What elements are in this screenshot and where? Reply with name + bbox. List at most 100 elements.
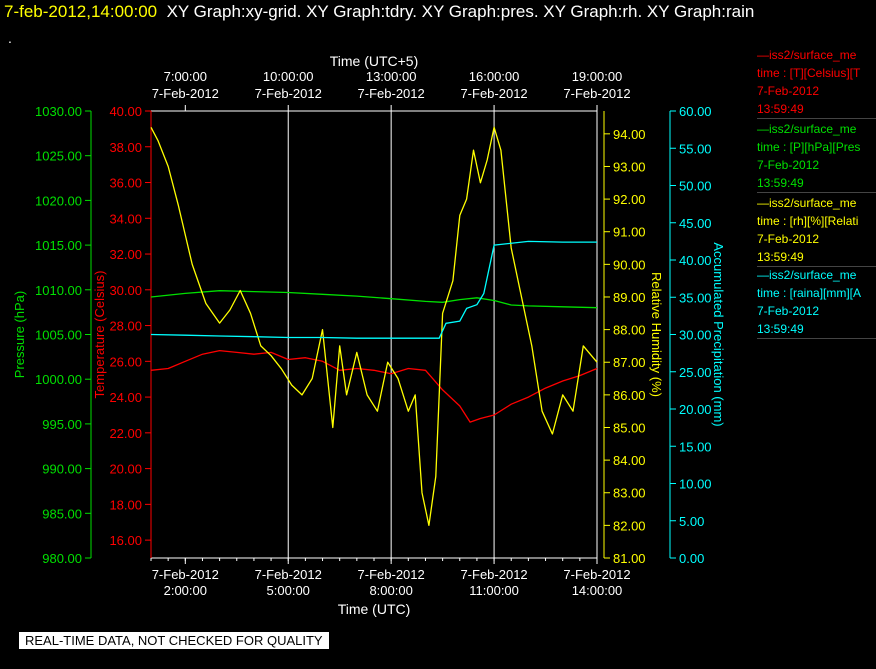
y-tick-label-temperature: 28.00 [109, 319, 142, 334]
legend-line-2: time : [rh][%][Relati [757, 214, 859, 228]
y-tick-label-precip: 10.00 [679, 477, 712, 492]
x-tick-label-time: 14:00:00 [572, 583, 623, 598]
x-tick-label-date-top: 7-Feb-2012 [563, 86, 630, 101]
plot-frame [150, 110, 598, 559]
y-tick-label-humidity: 88.00 [613, 323, 646, 338]
y-tick-label-pressure: 995.00 [42, 417, 82, 432]
y-tick-label-humidity: 82.00 [613, 518, 646, 533]
x-tick-label-date-top: 7-Feb-2012 [255, 86, 322, 101]
series-line-humidity [150, 126, 598, 527]
y-tick-label-temperature: 34.00 [109, 211, 142, 226]
x-tick-label-date-top: 7-Feb-2012 [460, 86, 527, 101]
y-axis-label-precip: Accumulated Precipitation (mm) [711, 242, 726, 426]
x-tick-label-time-top: 16:00:00 [469, 69, 520, 84]
series-line-temperature [150, 349, 598, 423]
legend-line-3: 7-Feb-2012 [757, 304, 820, 318]
series-line-precip [150, 240, 597, 339]
quality-notice: REAL-TIME DATA, NOT CHECKED FOR QUALITY [19, 632, 329, 649]
legend-line-1: —iss2/surface_me [757, 122, 857, 136]
x-tick-label-date: 7-Feb-2012 [563, 567, 630, 582]
y-tick-label-humidity: 84.00 [613, 453, 646, 468]
header-timestamp: 7-feb-2012,14:00:00 [4, 2, 158, 21]
legend-line-3: 7-Feb-2012 [757, 84, 820, 98]
y-tick-label-pressure: 985.00 [42, 506, 82, 521]
y-tick-label-temperature: 36.00 [109, 176, 142, 191]
y-tick-label-humidity: 90.00 [613, 257, 646, 272]
y-tick-label-humidity: 85.00 [613, 420, 646, 435]
series-line-pressure [150, 290, 598, 309]
y-tick-label-humidity: 91.00 [613, 225, 646, 240]
x-axis-label-bottom: Time (UTC) [338, 601, 411, 617]
y-tick-label-pressure: 1020.00 [35, 193, 82, 208]
legend-line-4: 13:59:49 [757, 322, 804, 336]
legend-line-1: —iss2/surface_me [757, 48, 857, 62]
y-tick-label-precip: 25.00 [679, 365, 712, 380]
legend-line-4: 13:59:49 [757, 102, 804, 116]
x-axis-label-top: Time (UTC+5) [330, 53, 419, 69]
legend-entry-temperature: —iss2/surface_me time : [T][Celsius][T 7… [757, 46, 876, 119]
x-tick-label-time: 5:00:00 [267, 583, 310, 598]
x-tick-label-time-top: 10:00:00 [263, 69, 314, 84]
y-tick-label-humidity: 83.00 [613, 486, 646, 501]
y-tick-label-temperature: 26.00 [109, 354, 142, 369]
y-tick-label-temperature: 22.00 [109, 426, 142, 441]
y-tick-label-pressure: 980.00 [42, 551, 82, 566]
y-tick-label-precip: 30.00 [679, 328, 712, 343]
legend-line-1: —iss2/surface_me [757, 196, 857, 210]
y-tick-label-pressure: 1030.00 [35, 104, 82, 119]
y-tick-label-temperature: 18.00 [109, 497, 142, 512]
x-tick-label-date: 7-Feb-2012 [255, 567, 322, 582]
x-tick-label-time: 11:00:00 [469, 583, 519, 598]
y-axis-label-humidity: Relative Humidity (%) [649, 272, 664, 397]
legend-entry-precip: —iss2/surface_me time : [raina][mm][A 7-… [757, 266, 876, 339]
y-tick-label-temperature: 32.00 [109, 247, 142, 262]
y-tick-label-temperature: 16.00 [109, 533, 142, 548]
legend-line-3: 7-Feb-2012 [757, 158, 820, 172]
x-tick-label-time-top: 7:00:00 [164, 69, 207, 84]
y-tick-label-pressure: 1025.00 [35, 149, 82, 164]
y-tick-label-temperature: 24.00 [109, 390, 142, 405]
y-tick-label-precip: 50.00 [679, 179, 712, 194]
x-tick-label-time-top: 13:00:00 [366, 69, 417, 84]
y-tick-label-temperature: 20.00 [109, 462, 142, 477]
y-axis-label-pressure: Pressure (hPa) [12, 291, 27, 378]
legend-entry-pressure: —iss2/surface_me time : [P][hPa][Pres 7-… [757, 120, 876, 193]
y-tick-label-humidity: 86.00 [613, 388, 646, 403]
y-tick-label-humidity: 92.00 [613, 192, 646, 207]
legend-line-4: 13:59:49 [757, 250, 804, 264]
header-bar: 7-feb-2012,14:00:00 XY Graph:xy-grid. XY… [4, 2, 754, 22]
x-tick-label-date-top: 7-Feb-2012 [358, 86, 425, 101]
y-tick-label-temperature: 30.00 [109, 283, 142, 298]
y-tick-label-temperature: 38.00 [109, 140, 142, 155]
y-tick-label-humidity: 81.00 [613, 551, 646, 566]
y-tick-label-temperature: 40.00 [109, 104, 142, 119]
legend-line-4: 13:59:49 [757, 176, 804, 190]
y-tick-label-pressure: 1010.00 [35, 283, 82, 298]
y-tick-label-humidity: 89.00 [613, 290, 646, 305]
y-tick-label-precip: 35.00 [679, 290, 712, 305]
y-tick-label-precip: 60.00 [679, 104, 712, 119]
legend-line-1: —iss2/surface_me [757, 268, 857, 282]
x-tick-label-date: 7-Feb-2012 [460, 567, 527, 582]
legend-entry-humidity: —iss2/surface_me time : [rh][%][Relati 7… [757, 194, 876, 267]
y-tick-label-pressure: 1005.00 [35, 328, 82, 343]
y-tick-label-humidity: 93.00 [613, 159, 646, 174]
header-titles: XY Graph:xy-grid. XY Graph:tdry. XY Grap… [166, 2, 755, 21]
y-tick-label-humidity: 87.00 [613, 355, 646, 370]
x-tick-label-date: 7-Feb-2012 [152, 567, 219, 582]
y-tick-label-precip: 5.00 [679, 514, 704, 529]
y-tick-label-pressure: 1015.00 [35, 238, 82, 253]
legend-line-2: time : [P][hPa][Pres [757, 140, 861, 154]
legend-line-2: time : [raina][mm][A [757, 286, 862, 300]
y-tick-label-pressure: 1000.00 [35, 372, 82, 387]
y-tick-label-precip: 15.00 [679, 439, 712, 454]
x-tick-label-time-top: 19:00:00 [572, 69, 623, 84]
y-tick-label-precip: 45.00 [679, 216, 712, 231]
y-tick-label-precip: 40.00 [679, 253, 712, 268]
x-tick-label-date-top: 7-Feb-2012 [152, 86, 219, 101]
y-tick-label-precip: 20.00 [679, 402, 712, 417]
legend-line-2: time : [T][Celsius][T [757, 66, 861, 80]
x-tick-label-time: 8:00:00 [369, 583, 412, 598]
header-dot: . [8, 30, 12, 46]
